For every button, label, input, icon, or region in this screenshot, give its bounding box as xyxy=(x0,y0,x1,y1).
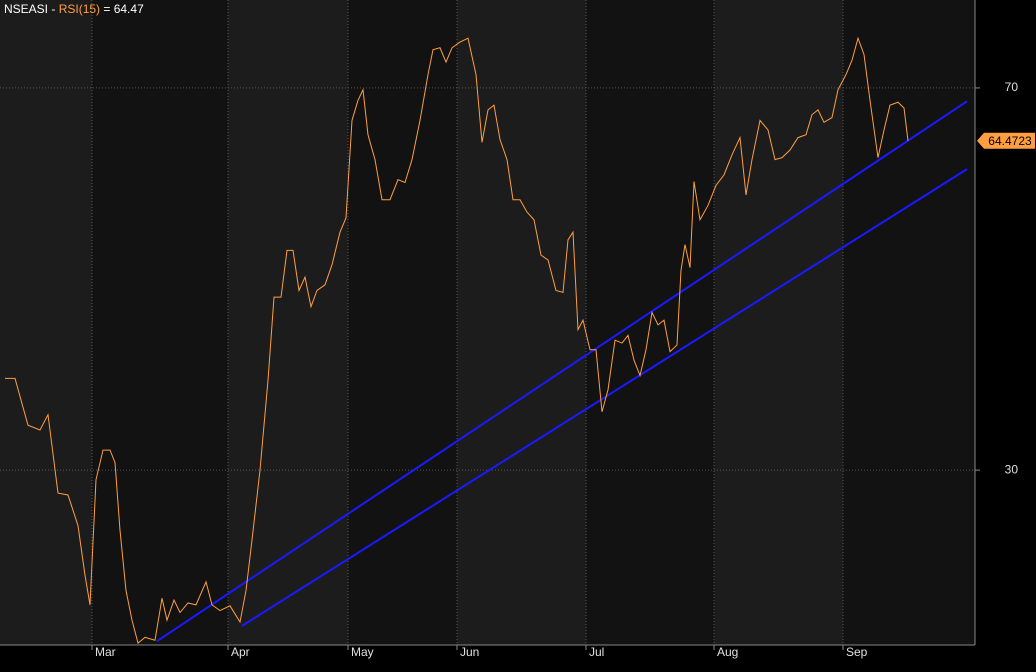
rsi-line xyxy=(5,36,909,644)
month-band xyxy=(0,0,92,645)
title-part: NSEASI - xyxy=(4,2,59,16)
trendline xyxy=(241,168,968,627)
x-tick-label: Sep xyxy=(846,645,868,659)
month-band xyxy=(843,0,975,645)
title-part: = 64.47 xyxy=(100,2,144,16)
last-value-box xyxy=(977,132,1035,149)
x-tick-label: Jul xyxy=(589,645,604,659)
chart-title: NSEASI - RSI(15) = 64.47 xyxy=(4,2,144,16)
trendline xyxy=(156,100,968,643)
last-value-label: 64.4723 xyxy=(988,134,1032,148)
x-tick-label: Apr xyxy=(231,645,250,659)
month-band xyxy=(714,0,843,645)
month-band xyxy=(228,0,348,645)
title-part: RSI(15) xyxy=(59,2,100,16)
x-tick-label: Aug xyxy=(717,645,738,659)
month-band xyxy=(457,0,586,645)
month-band xyxy=(92,0,228,645)
x-tick-label: Jun xyxy=(460,645,479,659)
month-band xyxy=(348,0,457,645)
x-tick-label: May xyxy=(351,645,374,659)
x-tick-label: Mar xyxy=(95,645,116,659)
y-tick-label: 30 xyxy=(1005,462,1019,476)
y-tick-label: 70 xyxy=(1005,80,1019,94)
